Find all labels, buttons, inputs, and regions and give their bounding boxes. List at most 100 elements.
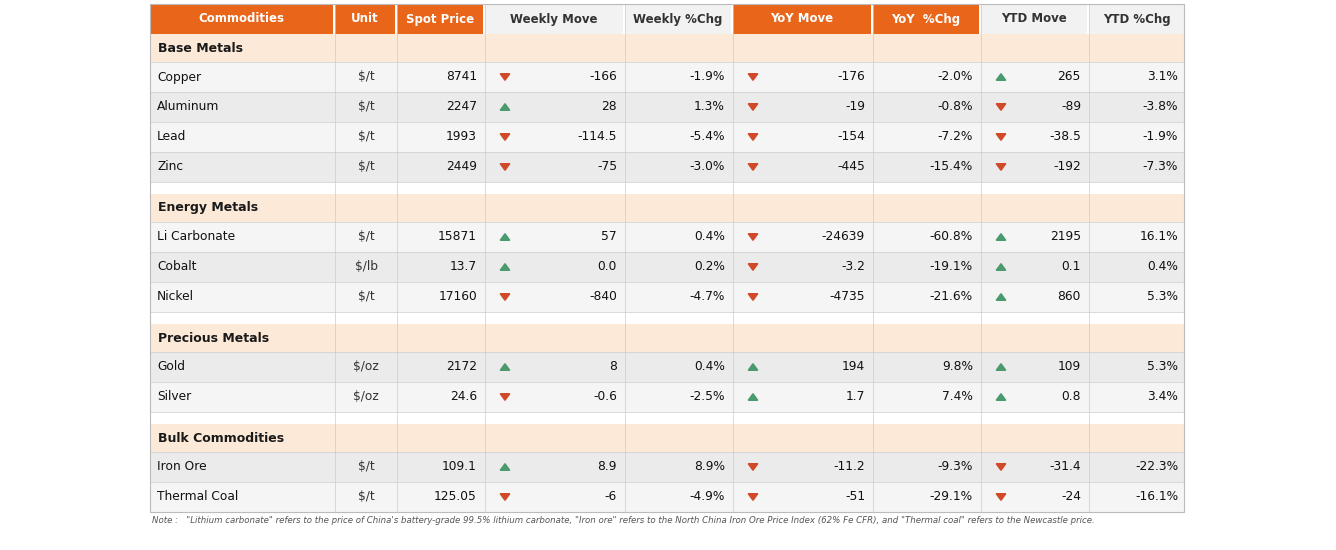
Text: Spot Price: Spot Price	[406, 13, 474, 25]
Text: -840: -840	[589, 290, 617, 304]
Bar	[150, 312, 1184, 324]
Text: YTD %Chg: YTD %Chg	[1102, 13, 1170, 25]
Bar	[150, 324, 1184, 352]
Text: -3.0%: -3.0%	[689, 161, 725, 173]
Text: 0.1: 0.1	[1062, 261, 1081, 273]
Bar	[150, 352, 1184, 382]
Polygon shape	[500, 164, 510, 170]
Bar	[150, 282, 1184, 312]
Text: 57: 57	[601, 230, 617, 244]
Text: Note :   "Lithium carbonate" refers to the price of China's battery-grade 99.5% : Note : "Lithium carbonate" refers to the…	[152, 516, 1094, 525]
Polygon shape	[500, 74, 510, 80]
Text: 15871: 15871	[438, 230, 477, 244]
Polygon shape	[997, 134, 1006, 140]
Text: -51: -51	[844, 491, 864, 503]
Text: 8.9%: 8.9%	[693, 460, 725, 474]
Text: $/t: $/t	[358, 130, 374, 144]
Bar	[150, 34, 1184, 62]
Text: 2247: 2247	[446, 101, 477, 113]
Text: -166: -166	[589, 70, 617, 84]
Text: $/t: $/t	[358, 290, 374, 304]
Text: Weekly Move: Weekly Move	[510, 13, 597, 25]
Text: -176: -176	[838, 70, 864, 84]
Polygon shape	[748, 494, 758, 501]
Polygon shape	[748, 364, 758, 370]
Text: 8.9: 8.9	[597, 460, 617, 474]
Text: -2.5%: -2.5%	[689, 390, 725, 404]
Text: -4.7%: -4.7%	[689, 290, 725, 304]
Text: -22.3%: -22.3%	[1134, 460, 1178, 474]
Polygon shape	[997, 464, 1006, 470]
Text: 16.1%: 16.1%	[1140, 230, 1178, 244]
Bar	[150, 92, 1184, 122]
Text: Base Metals: Base Metals	[158, 41, 243, 54]
Text: Gold: Gold	[158, 360, 184, 373]
Text: Cobalt: Cobalt	[158, 261, 196, 273]
Text: -29.1%: -29.1%	[930, 491, 973, 503]
Text: Bulk Commodities: Bulk Commodities	[158, 432, 285, 444]
Text: -24639: -24639	[822, 230, 864, 244]
Text: -4735: -4735	[830, 290, 864, 304]
Text: -3.2: -3.2	[842, 261, 864, 273]
Bar	[150, 152, 1184, 182]
Bar	[150, 194, 1184, 222]
Bar	[1089, 4, 1184, 34]
Text: -16.1%: -16.1%	[1134, 491, 1178, 503]
Polygon shape	[748, 234, 758, 240]
Polygon shape	[500, 234, 510, 240]
Text: Iron Ore: Iron Ore	[158, 460, 207, 474]
Text: Unit: Unit	[351, 13, 379, 25]
Polygon shape	[500, 104, 510, 111]
Text: Aluminum: Aluminum	[158, 101, 219, 113]
Text: $/t: $/t	[358, 460, 374, 474]
Bar	[733, 4, 871, 34]
Text: Nickel: Nickel	[158, 290, 194, 304]
Text: 109: 109	[1058, 360, 1081, 373]
Bar	[150, 4, 1184, 512]
Text: Lead: Lead	[158, 130, 187, 144]
Text: -15.4%: -15.4%	[930, 161, 973, 173]
Text: -6: -6	[605, 491, 617, 503]
Text: 2172: 2172	[446, 360, 477, 373]
Text: 109.1: 109.1	[442, 460, 477, 474]
Text: -5.4%: -5.4%	[689, 130, 725, 144]
Bar	[625, 4, 731, 34]
Polygon shape	[500, 464, 510, 470]
Text: $/oz: $/oz	[353, 360, 379, 373]
Text: 125.05: 125.05	[434, 491, 477, 503]
Text: 1993: 1993	[446, 130, 477, 144]
Text: 5.3%: 5.3%	[1148, 360, 1178, 373]
Text: -24: -24	[1061, 491, 1081, 503]
Polygon shape	[997, 104, 1006, 111]
Text: 194: 194	[842, 360, 864, 373]
Bar	[150, 452, 1184, 482]
Text: -9.3%: -9.3%	[938, 460, 973, 474]
Text: -154: -154	[838, 130, 864, 144]
Text: 17160: 17160	[438, 290, 477, 304]
Polygon shape	[748, 134, 758, 140]
Text: $/lb: $/lb	[354, 261, 378, 273]
Polygon shape	[748, 164, 758, 170]
Text: $/t: $/t	[358, 101, 374, 113]
Text: -60.8%: -60.8%	[930, 230, 973, 244]
Polygon shape	[748, 294, 758, 300]
Polygon shape	[748, 394, 758, 400]
Text: $/t: $/t	[358, 491, 374, 503]
Text: 1.7: 1.7	[846, 390, 864, 404]
Bar	[150, 122, 1184, 152]
Polygon shape	[997, 234, 1006, 240]
Text: $/t: $/t	[358, 161, 374, 173]
Text: -445: -445	[838, 161, 864, 173]
Text: 0.2%: 0.2%	[695, 261, 725, 273]
Text: -19: -19	[844, 101, 864, 113]
Text: $/oz: $/oz	[353, 390, 379, 404]
Text: -0.8%: -0.8%	[938, 101, 973, 113]
Text: -21.6%: -21.6%	[930, 290, 973, 304]
Polygon shape	[500, 364, 510, 370]
Polygon shape	[500, 494, 510, 501]
Polygon shape	[997, 394, 1006, 400]
Text: 8: 8	[609, 360, 617, 373]
Text: -7.3%: -7.3%	[1142, 161, 1178, 173]
Polygon shape	[748, 74, 758, 80]
Text: -38.5: -38.5	[1049, 130, 1081, 144]
